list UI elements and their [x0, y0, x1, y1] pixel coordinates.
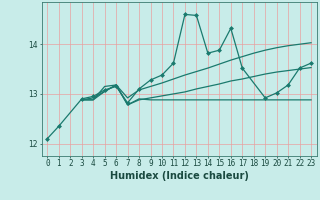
- X-axis label: Humidex (Indice chaleur): Humidex (Indice chaleur): [110, 171, 249, 181]
